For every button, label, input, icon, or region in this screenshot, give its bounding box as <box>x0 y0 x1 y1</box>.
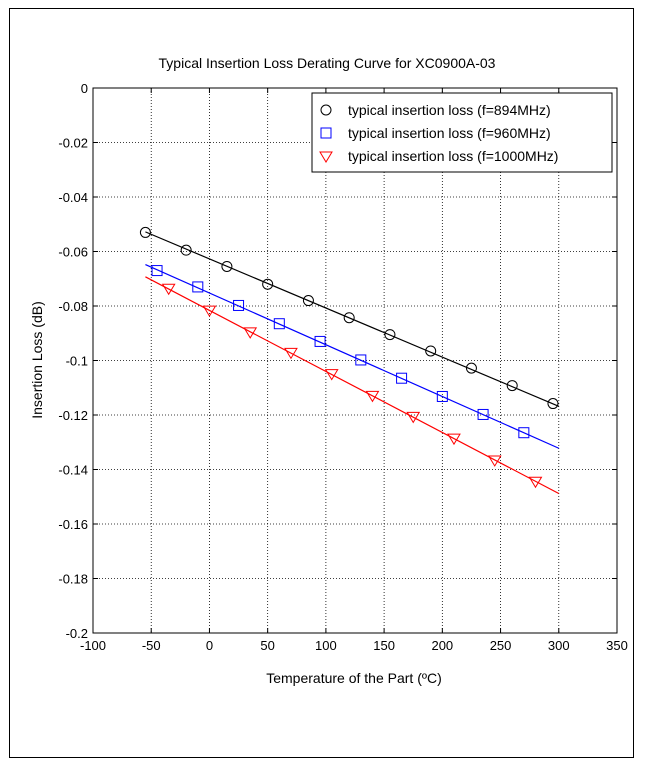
data-point-series-2 <box>477 408 489 420</box>
data-point-series-2 <box>314 335 326 347</box>
y-tick-label: -0.06 <box>58 245 88 260</box>
y-tick-label: -0.18 <box>58 572 88 587</box>
legend-marker-series-3 <box>319 151 333 163</box>
data-point-series-1 <box>465 362 477 374</box>
chart-title: Typical Insertion Loss Derating Curve fo… <box>159 55 496 71</box>
data-point-series-1 <box>302 295 314 307</box>
data-point-series-1 <box>139 226 151 238</box>
insertion-loss-chart: Typical Insertion Loss Derating Curve fo… <box>29 55 628 686</box>
y-tick-label: -0.08 <box>58 299 88 314</box>
data-point-series-3 <box>324 369 339 381</box>
x-tick-label: -50 <box>142 638 161 653</box>
data-point-series-1 <box>180 244 192 256</box>
data-point-series-2 <box>233 299 245 311</box>
y-tick-label: -0.02 <box>58 136 88 151</box>
data-point-series-3 <box>365 390 380 403</box>
data-point-series-3 <box>284 347 298 360</box>
data-point-series-3 <box>447 433 461 446</box>
legend-marker-series-1 <box>320 104 332 116</box>
legend-label-series-1: typical insertion loss (f=894MHz) <box>348 102 551 118</box>
data-point-series-3 <box>161 283 176 296</box>
data-point-series-3 <box>528 476 543 489</box>
data-point-series-3 <box>202 305 217 318</box>
y-tick-label: -0.2 <box>66 626 88 641</box>
legend: typical insertion loss (f=894MHz) typical… <box>311 92 613 173</box>
x-tick-label: 150 <box>373 638 395 653</box>
data-point-series-1 <box>343 312 355 324</box>
y-tick-label: -0.04 <box>58 190 88 205</box>
data-point-series-2 <box>192 281 204 293</box>
y-tick-label: -0.16 <box>58 517 88 532</box>
y-axis-label: Insertion Loss (dB) <box>29 301 45 419</box>
x-tick-label: 100 <box>315 638 337 653</box>
data-point-series-1 <box>384 329 396 341</box>
y-tick-label: -0.14 <box>58 463 88 478</box>
data-point-series-3 <box>243 327 258 339</box>
data-point-series-2 <box>436 390 448 402</box>
data-point-series-1 <box>262 278 274 290</box>
y-tick-label: 0 <box>81 81 88 96</box>
data-point-series-2 <box>151 265 163 277</box>
x-tick-label: -100 <box>80 638 106 653</box>
legend-label-series-2: typical insertion loss (f=960MHz) <box>348 125 551 141</box>
x-tick-label: 300 <box>548 638 570 653</box>
fit-lines <box>145 231 560 495</box>
data-point-series-1 <box>506 380 518 392</box>
fit-line-series-3 <box>145 276 560 495</box>
x-tick-label: 50 <box>260 638 274 653</box>
x-tick-label: 350 <box>606 638 628 653</box>
legend-marker-series-2 <box>320 127 332 139</box>
y-tick-label: -0.12 <box>58 408 88 423</box>
x-tick-label: 200 <box>431 638 453 653</box>
data-markers <box>139 226 559 489</box>
data-point-series-2 <box>518 427 530 439</box>
data-point-series-2 <box>355 354 367 366</box>
data-point-series-3 <box>406 411 421 424</box>
data-point-series-1 <box>547 398 559 410</box>
fit-line-series-1 <box>145 231 560 407</box>
fit-line-series-2 <box>145 264 560 449</box>
legend-box <box>311 92 613 173</box>
data-point-series-2 <box>273 318 285 330</box>
data-point-series-1 <box>425 345 437 357</box>
x-axis-label: Temperature of the Part (ºC) <box>266 670 442 686</box>
y-tick-label: -0.1 <box>66 354 88 369</box>
legend-label-series-3: typical insertion loss (f=1000MHz) <box>348 148 558 164</box>
x-tick-label: 0 <box>206 638 213 653</box>
axis-ticks: -100 -50 0 50 100 150 200 250 300 350 0 -0.02 -0.04 -… <box>58 81 627 653</box>
data-point-series-3 <box>487 455 502 467</box>
data-point-series-1 <box>221 260 233 272</box>
x-tick-label: 250 <box>490 638 512 653</box>
data-point-series-2 <box>396 372 408 384</box>
